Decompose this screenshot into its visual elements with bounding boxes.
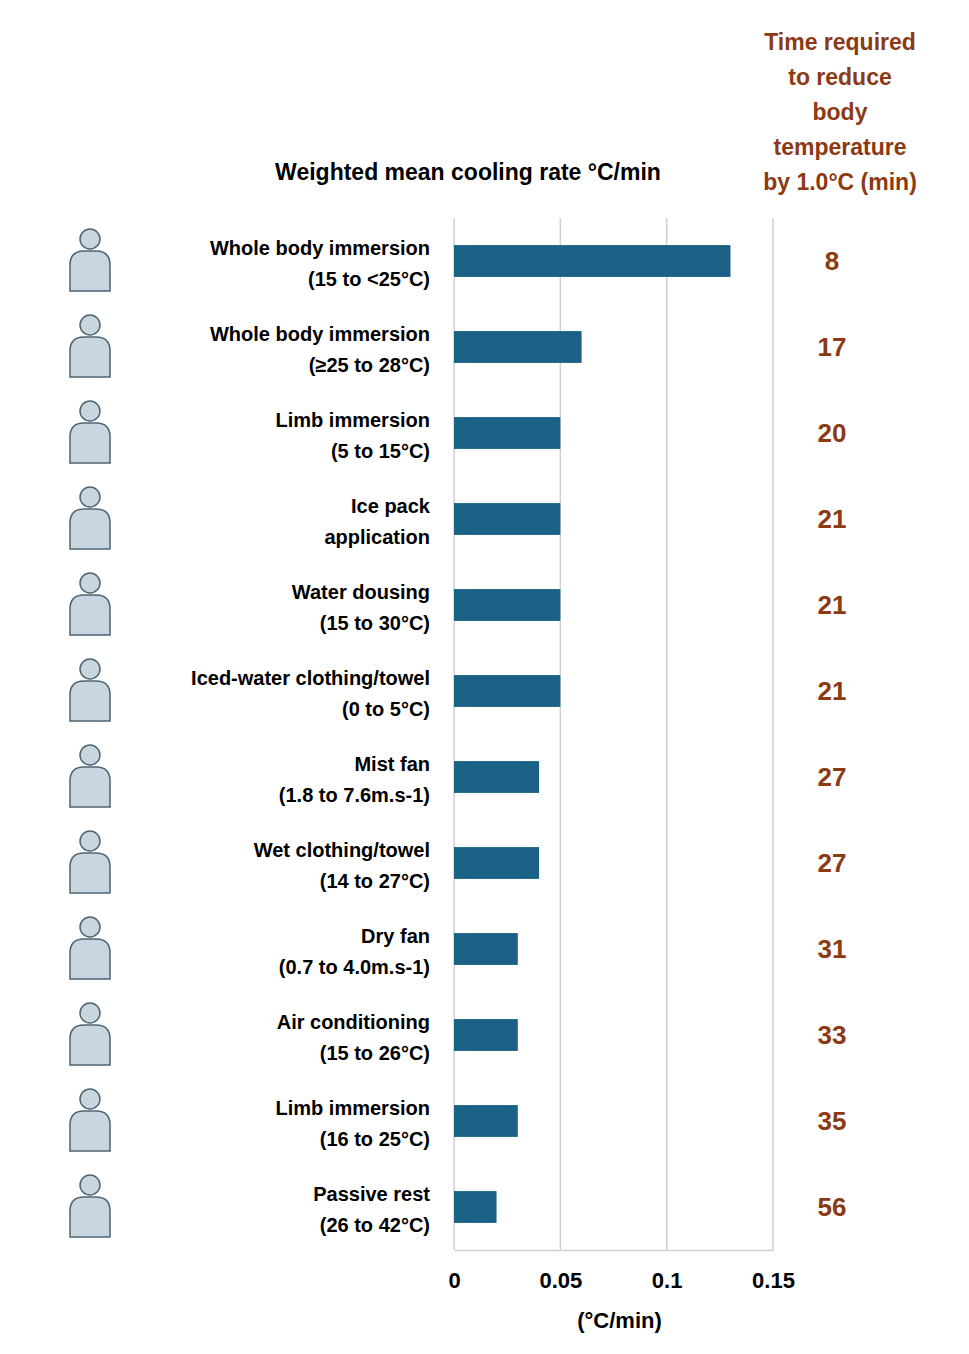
bar: [454, 847, 539, 879]
category-label: Wet clothing/towel(14 to 27°C): [254, 839, 430, 892]
icon-head: [80, 745, 100, 765]
time-value: 27: [818, 848, 847, 878]
icon-body: [70, 423, 110, 463]
icon-body: [70, 1197, 110, 1237]
bar: [454, 761, 539, 793]
icon-head: [80, 573, 100, 593]
icon: [70, 315, 110, 377]
title: Weighted mean cooling rate °C/min: [275, 159, 661, 185]
bar: [454, 1105, 518, 1137]
axis-line: [455, 1250, 774, 1252]
icon-body: [70, 1111, 110, 1151]
time-value: 21: [818, 676, 847, 706]
icons: [70, 229, 110, 1237]
category-labels: Whole body immersion(15 to <25°C) Whole b…: [191, 237, 431, 1236]
category-label: Passive rest(26 to 42°C): [313, 1183, 430, 1236]
bar: [454, 589, 560, 621]
icon: [70, 745, 110, 807]
category-label: Whole body immersion(15 to <25°C): [210, 237, 430, 290]
icon: [70, 573, 110, 635]
category-label: Whole body immersion(≥25 to 28°C): [210, 323, 430, 376]
bar: [454, 675, 560, 707]
bar: [454, 1191, 497, 1223]
icon-head: [80, 487, 100, 507]
icon: [70, 917, 110, 979]
time-value: 31: [818, 934, 847, 964]
icon-head: [80, 229, 100, 249]
icon: [70, 1089, 110, 1151]
icon-head: [80, 659, 100, 679]
bar: [454, 417, 560, 449]
category-label: Ice packapplication: [324, 495, 430, 548]
time-value: 27: [818, 762, 847, 792]
grid-line: [560, 218, 562, 1250]
time-value: 8: [825, 246, 839, 276]
grid-line: [453, 218, 455, 1250]
grid-line: [666, 218, 668, 1250]
icon-head: [80, 831, 100, 851]
category-label: Water dousing(15 to 30°C): [292, 581, 430, 634]
time-value: 17: [818, 332, 847, 362]
time-values: 8 17 20 21 21 21 27 27 31 33 35 56: [818, 246, 847, 1222]
x-axis: 0 0.05 0.1 0.15: [448, 1250, 795, 1293]
tick-label: 0.15: [752, 1268, 795, 1293]
icon-head: [80, 1003, 100, 1023]
bar: [454, 503, 560, 535]
icon-body: [70, 681, 110, 721]
icon-head: [80, 315, 100, 335]
bar: [454, 1019, 518, 1051]
icon: [70, 229, 110, 291]
icon-head: [80, 1175, 100, 1195]
tick: 0: [448, 1250, 460, 1293]
time-value: 21: [818, 504, 847, 534]
icon-body: [70, 767, 110, 807]
icon: [70, 1003, 110, 1065]
category-label: Mist fan(1.8 to 7.6m.s-1): [279, 753, 430, 806]
icon-body: [70, 853, 110, 893]
category-label: Dry fan(0.7 to 4.0m.s-1): [279, 925, 430, 978]
bar: [454, 331, 582, 363]
tick: 0.05: [539, 1250, 582, 1293]
tick-label: 0.1: [652, 1268, 683, 1293]
category-label: Limb immersion(5 to 15°C): [276, 409, 430, 462]
icon-body: [70, 1025, 110, 1065]
icon-body: [70, 251, 110, 291]
icon-body: [70, 595, 110, 635]
tick-label: 0: [448, 1268, 460, 1293]
bars: [454, 245, 730, 1223]
time-value: 21: [818, 590, 847, 620]
tick: 0.1: [652, 1250, 683, 1293]
icon-body: [70, 337, 110, 377]
icon: [70, 831, 110, 893]
tick: 0.15: [752, 1250, 795, 1293]
time-value: 33: [818, 1020, 847, 1050]
time-value: 56: [818, 1192, 847, 1222]
category-label: Iced-water clothing/towel(0 to 5°C): [191, 667, 430, 720]
icon-head: [80, 917, 100, 937]
axis-title: (°C/min): [577, 1308, 662, 1333]
icon: [70, 1175, 110, 1237]
icon: [70, 401, 110, 463]
column-title: Time requiredto reducebodytemperatureby …: [763, 29, 917, 195]
icon-head: [80, 1089, 100, 1109]
time-value: 35: [818, 1106, 847, 1136]
category-label: Air conditioning(15 to 26°C): [277, 1011, 430, 1064]
icon: [70, 659, 110, 721]
bar: [454, 933, 518, 965]
time-value: 20: [818, 418, 847, 448]
grid: [454, 218, 773, 1250]
icon-body: [70, 509, 110, 549]
grid-line: [772, 218, 774, 1250]
category-label: Limb immersion(16 to 25°C): [276, 1097, 430, 1150]
tick-label: 0.05: [539, 1268, 582, 1293]
icon-head: [80, 401, 100, 421]
icon: [70, 487, 110, 549]
bar: [454, 245, 730, 277]
icon-body: [70, 939, 110, 979]
